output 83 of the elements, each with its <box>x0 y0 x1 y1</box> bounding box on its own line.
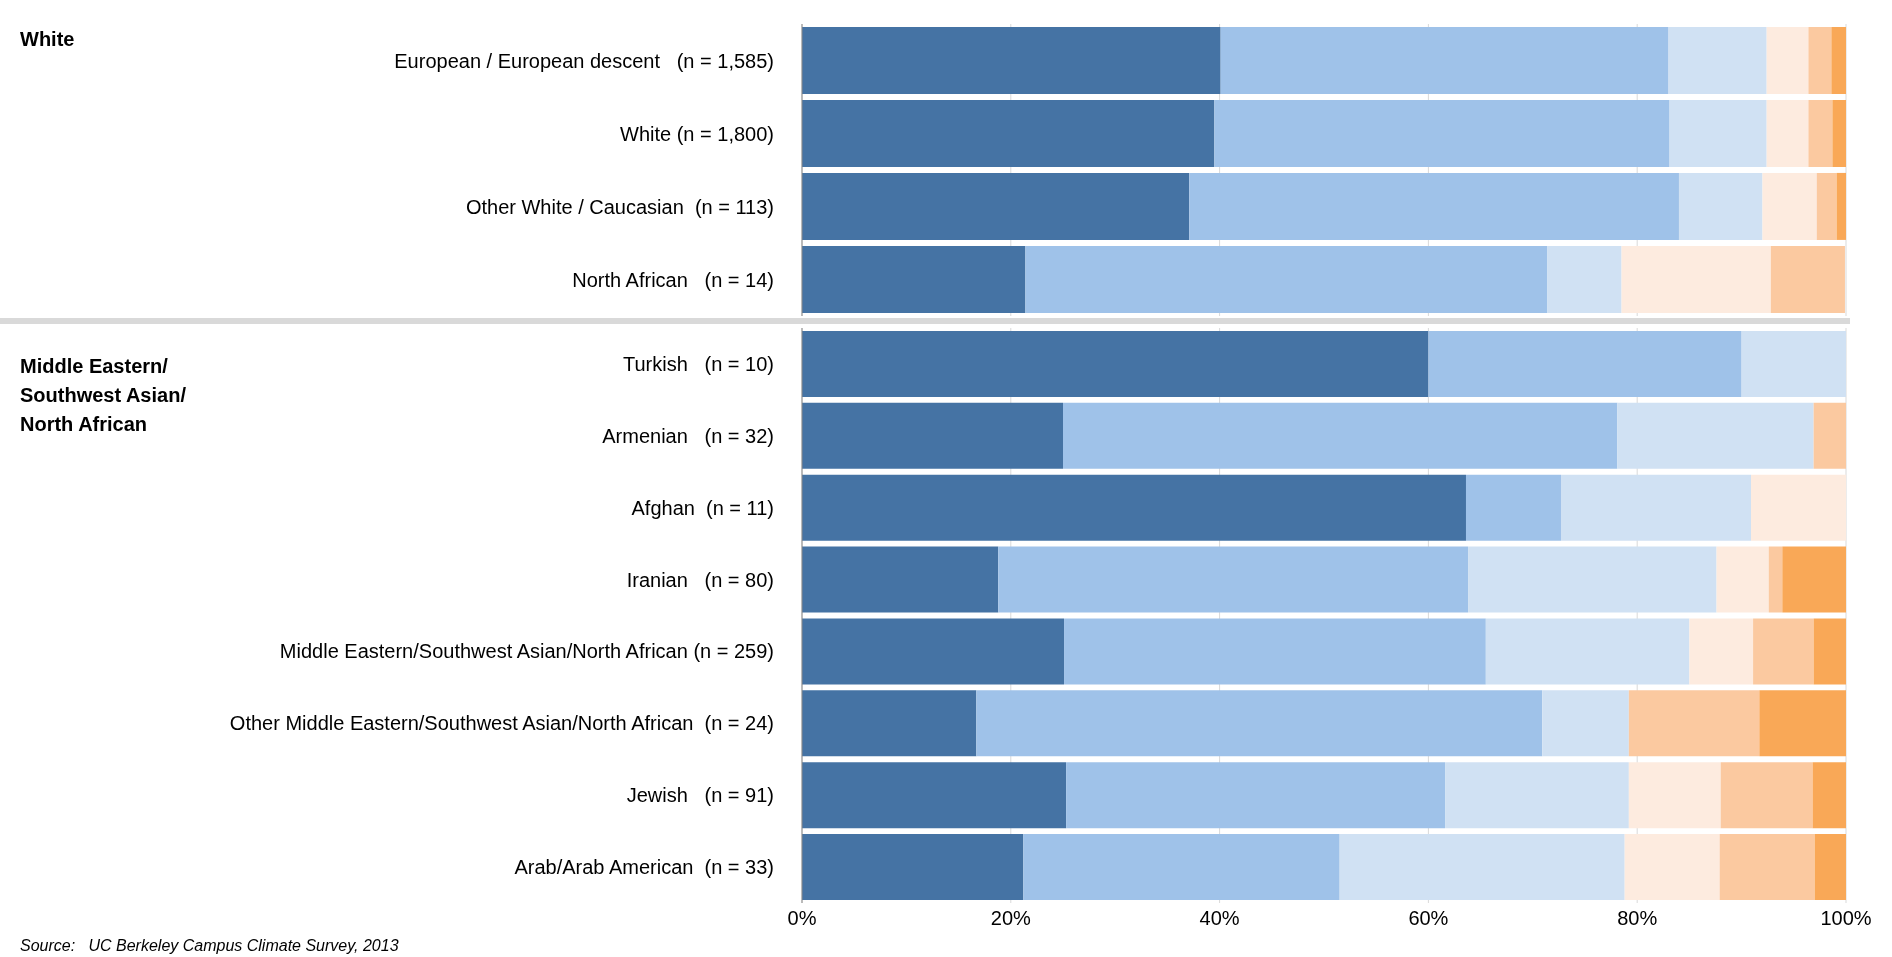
bar <box>1812 762 1846 829</box>
bar <box>976 690 1543 757</box>
bar <box>1836 172 1846 240</box>
bar <box>1668 26 1767 94</box>
bar <box>1542 690 1629 757</box>
bar <box>1814 834 1846 900</box>
y-tick-label: Turkish (n = 10) <box>623 352 774 375</box>
bar <box>802 99 1215 167</box>
bar <box>1189 172 1679 240</box>
source-note: Source: UC Berkeley Campus Climate Survey, 2013 <box>20 937 399 955</box>
bar <box>1669 99 1767 167</box>
bar <box>1063 402 1618 469</box>
bar <box>802 402 1063 469</box>
bar <box>802 762 1067 829</box>
bar <box>802 834 1024 900</box>
y-tick-label: Iranian (n = 80) <box>626 568 774 591</box>
bar <box>1759 690 1846 757</box>
bar <box>1066 762 1446 829</box>
bar <box>802 546 999 613</box>
bar <box>802 690 977 757</box>
bar <box>1220 26 1669 94</box>
bar <box>1428 330 1742 397</box>
bar <box>802 618 1065 685</box>
y-tick-label: European / European descent (n = 1,585) <box>394 49 774 72</box>
bar <box>1547 245 1622 313</box>
bar <box>1831 26 1846 94</box>
bar <box>1816 172 1837 240</box>
y-tick-label: Other White / Caucasian (n = 113) <box>465 195 774 218</box>
bar <box>802 172 1190 240</box>
bar <box>1465 474 1561 541</box>
bar <box>1813 402 1846 469</box>
bar <box>1064 618 1486 685</box>
bar <box>1770 245 1845 313</box>
bar <box>1808 26 1832 94</box>
x-tick-label: 80% <box>1617 907 1658 930</box>
y-tick-label: Other Middle Eastern/Southwest Asian/North African (n = 24) <box>229 712 774 735</box>
y-tick-label: Jewish (n = 91) <box>626 784 774 807</box>
bar <box>1445 762 1629 829</box>
bar <box>1621 245 1771 313</box>
bar <box>1768 546 1783 613</box>
x-tick-label: 60% <box>1408 907 1449 930</box>
bar <box>1628 762 1721 829</box>
x-tick-label: 40% <box>1199 907 1240 930</box>
bar <box>1716 546 1769 613</box>
y-tick-label: Armenian (n = 32) <box>602 424 774 447</box>
bar <box>1214 99 1670 167</box>
bar <box>1628 690 1760 757</box>
bar <box>1468 546 1717 613</box>
bar <box>1720 762 1813 829</box>
y-tick-label: North African (n = 14) <box>572 268 774 291</box>
bar <box>1678 172 1763 240</box>
bar <box>1339 834 1625 900</box>
text: Middle Eastern/ Southwest Asian/ North African <box>20 354 187 437</box>
y-tick-label: White (n = 1,800) <box>620 122 774 145</box>
y-tick-label: Arab/Arab American (n = 33) <box>514 856 774 879</box>
x-tick-label: 0% <box>787 907 817 930</box>
bar <box>1813 618 1846 685</box>
bar <box>802 26 1221 94</box>
bar <box>1617 402 1814 469</box>
bar <box>802 245 1026 313</box>
bar <box>802 330 1429 397</box>
y-tick-label: Middle Eastern/Southwest Asian/North African (n = 259) <box>279 640 774 663</box>
x-tick-label: 20% <box>990 907 1032 930</box>
bar <box>1832 99 1846 167</box>
bar <box>1751 474 1846 541</box>
text: White <box>20 28 75 51</box>
bar <box>1753 618 1814 685</box>
bar <box>1485 618 1690 685</box>
bar <box>1741 330 1846 397</box>
bar <box>802 474 1466 541</box>
bar <box>1025 245 1548 313</box>
bar <box>1808 99 1833 167</box>
y-tick-label: Afghan (n = 11) <box>631 496 774 519</box>
bar <box>1689 618 1754 685</box>
bar <box>1766 99 1809 167</box>
x-tick-label: 100% <box>1820 907 1872 930</box>
bar <box>998 546 1469 613</box>
bar <box>1766 26 1809 94</box>
bar <box>1023 834 1340 900</box>
bar <box>1762 172 1817 240</box>
bar <box>1719 834 1815 900</box>
bar <box>1624 834 1720 900</box>
bar <box>1560 474 1751 541</box>
